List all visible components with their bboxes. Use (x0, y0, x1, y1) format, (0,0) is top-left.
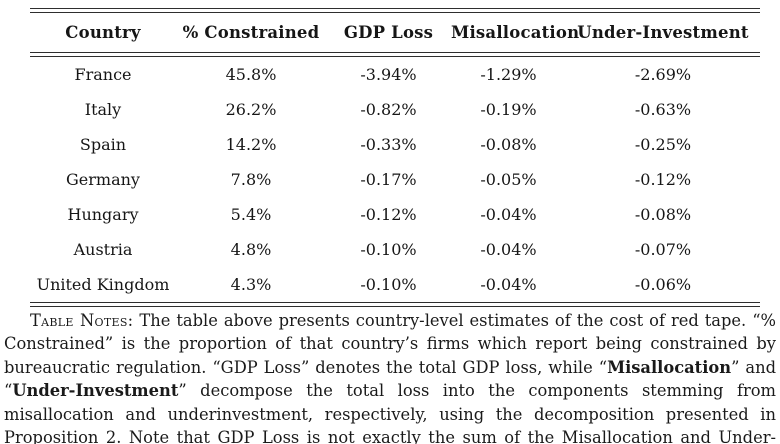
results-table: Country % Constrained GDP Loss Misalloca… (30, 8, 760, 307)
country-cell: France (74, 65, 132, 84)
under-investment-cell: -0.07% (634, 240, 692, 259)
misallocation-cell: -1.29% (480, 65, 537, 84)
country-cell: Spain (79, 135, 127, 154)
constrained-cell: 26.2% (225, 100, 277, 119)
misallocation-cell: -0.08% (480, 135, 537, 154)
gdp-loss-cell: -0.33% (360, 135, 417, 154)
gdp-loss-cell: -3.94% (360, 65, 417, 84)
under-investment-cell: -0.25% (634, 135, 692, 154)
misallocation-cell: -0.04% (480, 275, 537, 294)
table-notes-bold-misallocation: Misallocation (607, 357, 732, 377)
country-cell: Germany (66, 170, 140, 189)
column-header-gdp-loss: GDP Loss (343, 23, 434, 42)
country-cell: United Kingdom (36, 275, 170, 294)
table-row-spain: Spain 14.2% -0.33% -0.08% -0.25% (30, 127, 760, 162)
constrained-cell: 5.4% (230, 205, 272, 224)
header-double-rule (30, 52, 760, 57)
gdp-loss-cell: -0.10% (360, 275, 417, 294)
table-row-italy: Italy 26.2% -0.82% -0.19% -0.63% (30, 92, 760, 127)
bottom-double-rule (30, 302, 760, 307)
under-investment-cell: -0.12% (634, 170, 692, 189)
gdp-loss-cell: -0.12% (360, 205, 417, 224)
constrained-cell: 7.8% (230, 170, 272, 189)
constrained-cell: 4.3% (230, 275, 272, 294)
misallocation-cell: -0.05% (480, 170, 537, 189)
column-header-country: Country (65, 23, 141, 42)
gdp-loss-cell: -0.82% (360, 100, 417, 119)
constrained-cell: 14.2% (225, 135, 277, 154)
column-header-under-investment: Under-Investment (577, 23, 749, 42)
misallocation-cell: -0.19% (480, 100, 537, 119)
table-row-united-kingdom: United Kingdom 4.3% -0.10% -0.04% -0.06% (30, 267, 760, 302)
column-header-misallocation: Misallocation (451, 23, 580, 42)
table-row-austria: Austria 4.8% -0.10% -0.04% -0.07% (30, 232, 760, 267)
table-notes-label: Table Notes: (30, 311, 134, 330)
table-row-germany: Germany 7.8% -0.17% -0.05% -0.12% (30, 162, 760, 197)
constrained-cell: 45.8% (225, 65, 277, 84)
table-notes: Table Notes: The table above presents co… (4, 309, 776, 444)
constrained-cell: 4.8% (230, 240, 272, 259)
misallocation-cell: -0.04% (480, 205, 537, 224)
table-notes-bold-under-investment: Under-Investment (12, 381, 179, 401)
table-header-row: Country % Constrained GDP Loss Misalloca… (30, 13, 760, 52)
under-investment-cell: -0.63% (634, 100, 692, 119)
misallocation-cell: -0.04% (480, 240, 537, 259)
top-double-rule (30, 8, 760, 13)
country-cell: Austria (73, 240, 133, 259)
country-cell: Hungary (67, 205, 139, 224)
table-notes-text: The table above presents country-level e… (4, 311, 776, 377)
gdp-loss-cell: -0.17% (360, 170, 417, 189)
column-header-constrained: % Constrained (182, 23, 320, 42)
under-investment-cell: -2.69% (634, 65, 692, 84)
table-row-france: France 45.8% -3.94% -1.29% -2.69% (30, 57, 760, 92)
table-notes-text: ” and “ (4, 357, 776, 401)
under-investment-cell: -0.08% (634, 205, 692, 224)
table-row-hungary: Hungary 5.4% -0.12% -0.04% -0.08% (30, 197, 760, 232)
table-notes-text: ” decompose the total loss into the comp… (4, 381, 776, 444)
under-investment-cell: -0.06% (634, 275, 692, 294)
country-cell: Italy (84, 100, 122, 119)
gdp-loss-cell: -0.10% (360, 240, 417, 259)
